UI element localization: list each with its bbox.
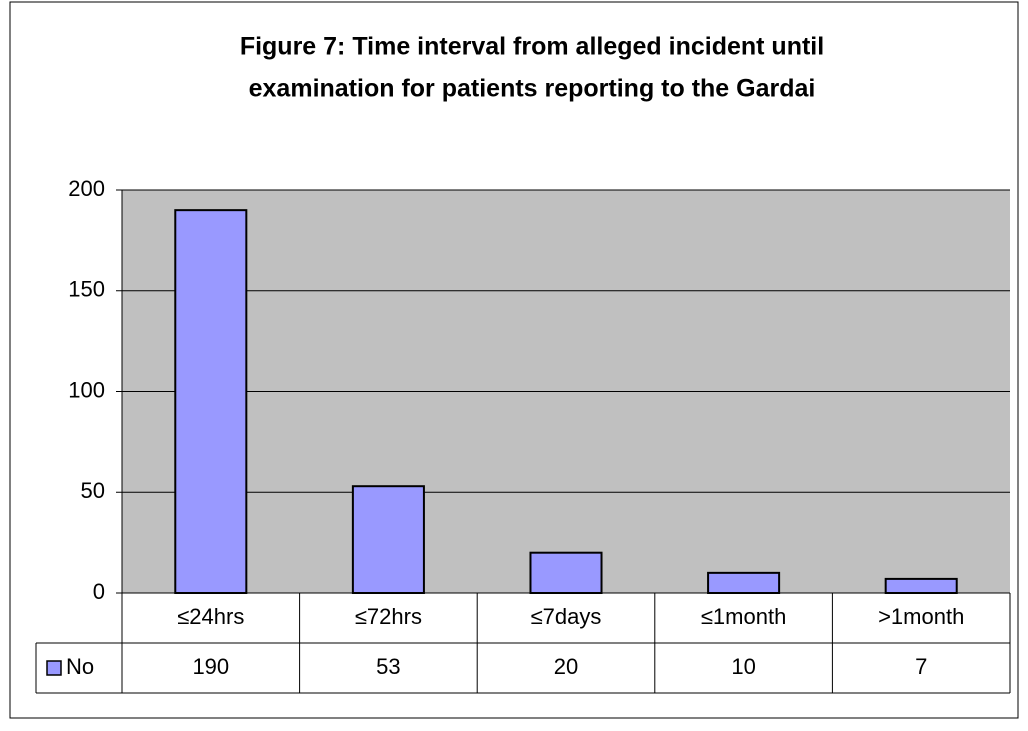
- bar: [707, 571, 781, 594]
- x-tick-label: >1month: [878, 604, 964, 629]
- x-tick-label: ≤24hrs: [177, 604, 244, 629]
- y-tick-label: 100: [68, 377, 105, 402]
- y-tick-label: 0: [93, 579, 105, 604]
- x-tick-label: ≤1month: [701, 604, 786, 629]
- x-tick-label: ≤72hrs: [355, 604, 422, 629]
- data-table-value: 7: [915, 654, 927, 679]
- bar: [351, 485, 425, 594]
- data-table-value: 190: [192, 654, 229, 679]
- y-tick-label: 50: [81, 478, 105, 503]
- y-tick-label: 200: [68, 176, 105, 201]
- chart-title: Figure 7: Time interval from alleged inc…: [240, 33, 824, 61]
- data-table-value: 20: [554, 654, 578, 679]
- y-tick-label: 150: [68, 277, 105, 302]
- bar: [884, 577, 958, 595]
- x-tick-label: ≤7days: [531, 604, 602, 629]
- bar: [529, 551, 603, 595]
- data-table-value: 53: [376, 654, 400, 679]
- legend-label: No: [66, 654, 94, 679]
- data-table-value: 10: [731, 654, 755, 679]
- chart-title: examination for patients reporting to th…: [249, 75, 816, 103]
- bar: [174, 209, 248, 594]
- legend-swatch: [46, 660, 62, 676]
